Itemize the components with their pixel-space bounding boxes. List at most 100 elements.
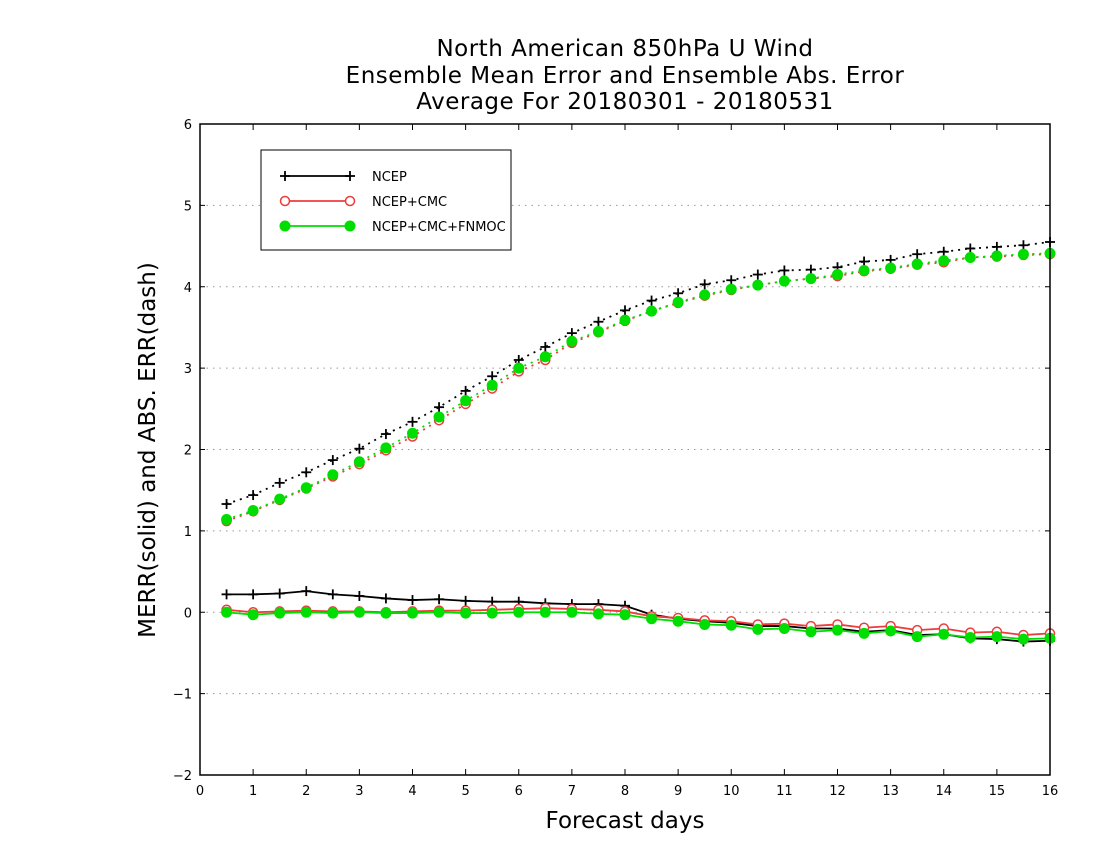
y-tick-label: 3 (184, 362, 192, 377)
merr-point (301, 586, 312, 597)
merr-point (805, 626, 817, 638)
merr-point (221, 589, 232, 600)
abs-err-point (859, 256, 870, 267)
legend: NCEP NCEP+CMC NCEP+CMC+FNMOC (260, 149, 512, 251)
series-ncep-cmc (221, 248, 1056, 641)
abs-err-point (247, 505, 259, 517)
abs-err-point (353, 456, 365, 468)
merr-point (434, 594, 445, 605)
abs-err-point (327, 455, 338, 466)
abs-err-point (832, 269, 843, 281)
abs-err-point (539, 351, 551, 363)
abs-err-point (513, 362, 525, 374)
abs-err-point (752, 269, 763, 280)
merr-point (300, 606, 312, 618)
legend-marker (344, 195, 356, 207)
y-tick-label: 6 (184, 118, 192, 133)
x-tick-label: 13 (882, 784, 899, 799)
y-axis-label: MERR(solid) and ABS. ERR(dash) (135, 262, 161, 638)
merr-point (327, 607, 339, 619)
x-tick-label: 12 (829, 784, 846, 799)
legend-label: NCEP (372, 170, 407, 185)
legend-marker (279, 220, 291, 232)
merr-point (247, 609, 259, 621)
merr-point (433, 606, 445, 618)
abs-err-point (486, 379, 498, 391)
abs-err-point (274, 477, 285, 488)
merr-point (248, 589, 259, 600)
x-tick-label: 4 (408, 784, 416, 799)
legend-marker (345, 171, 355, 181)
abs-err-point (885, 262, 897, 274)
abs-err-point (673, 288, 684, 299)
abs-err-point (726, 275, 737, 286)
abs-err-point (593, 316, 604, 327)
abs-err-point (938, 255, 950, 267)
chart-title-line-3: Average For 20180301 - 20180531 (416, 89, 834, 115)
x-tick-label: 7 (568, 784, 576, 799)
merr-point (274, 588, 285, 599)
abs-err-line (226, 241, 1051, 505)
merr-point (991, 631, 1003, 643)
merr-point (832, 624, 843, 636)
chart-title-line-1: North American 850hPa U Wind (436, 36, 814, 62)
legend-marker (279, 195, 291, 207)
merr-point (354, 590, 365, 601)
merr-point (938, 628, 950, 640)
merr-point (619, 609, 631, 621)
grid-layer (200, 204, 1050, 695)
abs-err-point (380, 429, 391, 440)
x-tick-label: 1 (249, 784, 257, 799)
x-tick-label: 0 (196, 784, 204, 799)
abs-err-point (327, 469, 339, 481)
legend-marker (280, 171, 290, 181)
y-tick-label: 5 (184, 199, 192, 214)
abs-err-point (912, 249, 923, 260)
merr-point (964, 631, 976, 643)
merr-point (566, 606, 578, 618)
chart-title-line-2: Ensemble Mean Error and Ensemble Abs. Er… (345, 63, 905, 89)
abs-err-point (778, 275, 790, 287)
y-tick-label: 4 (184, 281, 192, 296)
legend-marker (344, 220, 356, 232)
merr-point (752, 623, 764, 635)
abs-err-point (221, 513, 233, 525)
abs-err-point (646, 305, 658, 317)
abs-err-point (248, 490, 259, 501)
abs-err-line (226, 252, 1051, 521)
x-axis-label: Forecast days (545, 808, 705, 834)
abs-err-point (300, 482, 312, 494)
abs-err-point (620, 305, 630, 316)
abs-err-point (380, 442, 392, 454)
y-tick-label: 2 (184, 444, 192, 459)
merr-point (858, 627, 870, 639)
series-ncep (221, 236, 1055, 647)
abs-err-point (858, 264, 870, 276)
abs-err-point (991, 250, 1003, 262)
merr-point (380, 607, 392, 619)
abs-err-point (566, 335, 578, 347)
abs-err-point (460, 395, 472, 407)
merr-point (699, 618, 711, 630)
legend-label: NCEP+CMC (372, 195, 447, 210)
abs-err-point (487, 371, 498, 382)
merr-point (486, 607, 498, 619)
x-tick-label: 11 (776, 784, 793, 799)
merr-point (646, 613, 658, 625)
abs-err-point (725, 283, 737, 295)
merr-point (353, 606, 365, 618)
legend-label: NCEP+CMC+FNMOC (372, 220, 506, 235)
abs-err-point (274, 493, 286, 505)
x-tick-label: 15 (989, 784, 1006, 799)
merr-point (327, 589, 338, 600)
merr-point (221, 606, 233, 618)
abs-err-point (407, 416, 418, 427)
merr-point (725, 619, 737, 631)
abs-err-point (938, 246, 949, 257)
x-tick-label: 6 (515, 784, 523, 799)
abs-err-point (301, 467, 312, 478)
x-tick-label: 3 (355, 784, 363, 799)
